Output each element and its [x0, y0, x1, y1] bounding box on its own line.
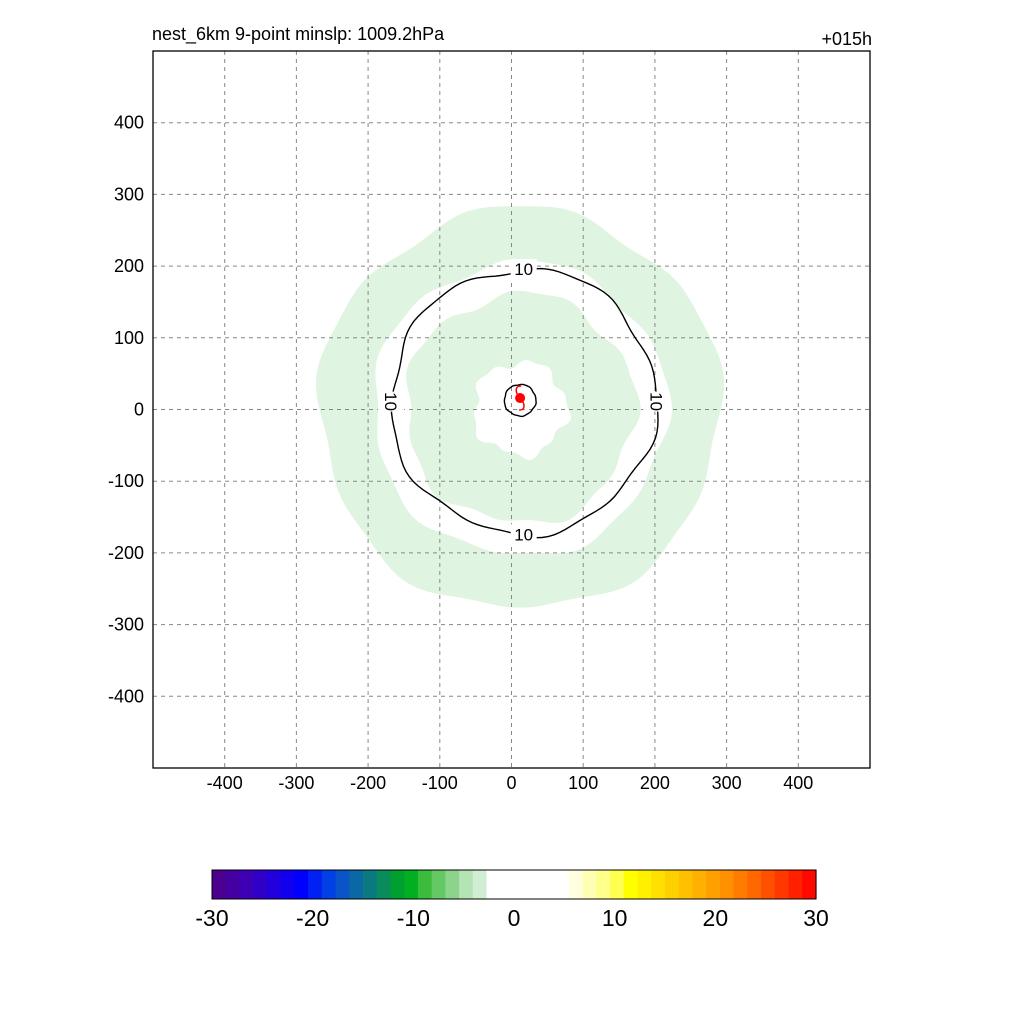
- colorbar-frame: [211, 869, 817, 900]
- storm-dot: [515, 393, 526, 404]
- storm-arm: [515, 385, 522, 395]
- x-tick-label: 200: [640, 773, 670, 793]
- storm-center-symbol: [515, 385, 526, 411]
- colorbar-swatch: [555, 870, 570, 899]
- y-tick-label: -400: [108, 686, 144, 706]
- colorbar-swatch: [802, 870, 817, 899]
- colorbar-swatch: [212, 870, 227, 899]
- colorbar-swatch: [486, 870, 501, 899]
- colorbar-swatch: [514, 870, 529, 899]
- colorbar-tick-label: -30: [195, 905, 228, 931]
- y-tick-label: -200: [108, 543, 144, 563]
- colorbar-swatch: [568, 870, 584, 899]
- colorbar-swatch: [225, 870, 241, 899]
- contour-label-bg: [378, 391, 405, 412]
- forecast-hour-label: +015h: [821, 29, 872, 49]
- colorbar-swatch: [596, 870, 611, 899]
- contour-label: 10: [514, 260, 533, 279]
- colorbar-swatch: [308, 870, 323, 899]
- colorbar-swatch: [459, 870, 474, 899]
- colorbar-tick-label: 0: [508, 905, 521, 931]
- contour-label-bg: [510, 258, 537, 279]
- storm-arm: [519, 401, 525, 411]
- x-tick-label: 100: [568, 773, 598, 793]
- colorbar-swatch: [623, 870, 639, 899]
- colorbar-swatch: [719, 870, 735, 899]
- x-tick-label: -100: [422, 773, 458, 793]
- y-tick-label: -100: [108, 471, 144, 491]
- colorbar-tick-label: -10: [397, 905, 430, 931]
- colorbar-swatch: [527, 870, 543, 899]
- colorbar-swatch: [294, 870, 309, 899]
- colorbar-swatch: [733, 870, 748, 899]
- y-tick-label: 400: [114, 113, 144, 133]
- colorbar-swatch: [637, 870, 652, 899]
- colorbar-swatch: [363, 870, 378, 899]
- colorbar-swatch: [651, 870, 666, 899]
- colorbar-tick-label: -20: [296, 905, 329, 931]
- colorbar-tick-labels: -30 -20 -10 0 10 20 30: [195, 905, 828, 931]
- colorbar-swatch: [349, 870, 364, 899]
- colorbar-swatch: [253, 870, 268, 899]
- colorbar-swatch: [404, 870, 419, 899]
- colorbar-tick-label: 30: [803, 905, 829, 931]
- y-tick-label: 200: [114, 256, 144, 276]
- colorbar: [211, 869, 817, 900]
- colorbar-swatch: [761, 870, 776, 899]
- y-tick-label: 0: [134, 400, 144, 420]
- colorbar-swatch: [788, 870, 803, 899]
- colorbar-swatch: [321, 870, 337, 899]
- colorbar-swatch: [665, 870, 680, 899]
- plot-area: 10 10 10 10: [152, 50, 871, 769]
- colorbar-swatch: [678, 870, 694, 899]
- contour-label: 10: [381, 392, 400, 411]
- colorbar-tick-label: 10: [602, 905, 628, 931]
- x-tick-label: -300: [278, 773, 314, 793]
- colorbar-swatch: [541, 870, 556, 899]
- y-tick-label: 300: [114, 184, 144, 204]
- y-axis-ticks: 400 300 200 100 0 -100 -200 -300 -400: [108, 113, 144, 707]
- colorbar-swatch: [390, 870, 405, 899]
- colorbar-swatch: [706, 870, 721, 899]
- colorbar-swatch: [500, 870, 515, 899]
- contour-line: [503, 383, 537, 418]
- x-tick-label: -200: [350, 773, 386, 793]
- colorbar-swatch: [280, 870, 295, 899]
- colorbar-tick-label: 20: [703, 905, 729, 931]
- colorbar-swatch: [417, 870, 433, 899]
- colorbar-swatch: [239, 870, 254, 899]
- colorbar-swatch: [266, 870, 282, 899]
- colorbar-swatch: [692, 870, 707, 899]
- x-axis-ticks: -400 -300 -200 -100 0 100 200 300 400: [207, 773, 814, 793]
- colorbar-swatch: [774, 870, 790, 899]
- grid-lines: [153, 51, 870, 768]
- contour-label: 10: [514, 525, 533, 544]
- x-tick-label: 300: [712, 773, 742, 793]
- filled-band: [406, 290, 641, 523]
- y-tick-label: 100: [114, 328, 144, 348]
- filled-band: [316, 206, 725, 608]
- colorbar-swatch: [445, 870, 460, 899]
- colorbar-swatch: [335, 870, 350, 899]
- colorbar-swatch: [472, 870, 488, 899]
- contour-label-bg: [510, 524, 537, 545]
- colorbar-swatch: [747, 870, 762, 899]
- plot-frame: [152, 50, 871, 769]
- colorbar-swatch: [610, 870, 625, 899]
- x-tick-label: 400: [783, 773, 813, 793]
- x-tick-label: -400: [207, 773, 243, 793]
- contour-lines: 10 10 10 10: [378, 258, 670, 545]
- filled-contour-bands: [316, 206, 725, 608]
- contour-label-bg: [643, 391, 670, 412]
- colorbar-swatch: [582, 870, 597, 899]
- x-tick-label: 0: [506, 773, 516, 793]
- chart-title: nest_6km 9-point minslp: 1009.2hPa: [152, 24, 445, 45]
- y-tick-label: -300: [108, 615, 144, 635]
- colorbar-swatch: [376, 870, 392, 899]
- colorbar-swatch: [431, 870, 446, 899]
- contour-label: 10: [646, 392, 665, 411]
